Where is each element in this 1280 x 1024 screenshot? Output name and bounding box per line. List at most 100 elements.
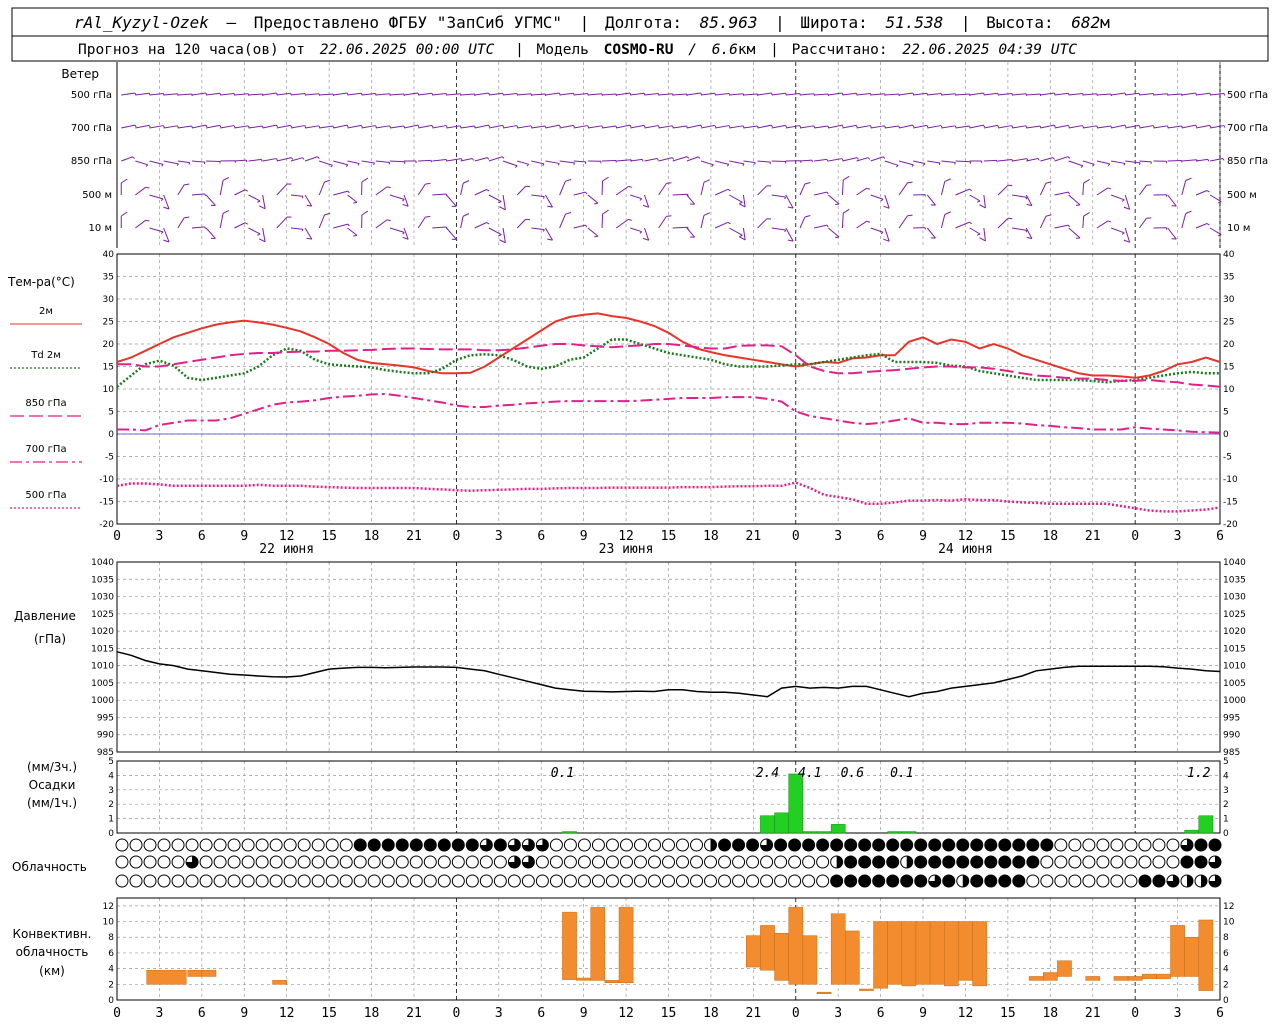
cloud-symbol — [325, 838, 339, 852]
conv-hour-label: 3 — [495, 1006, 503, 1021]
wind-barb — [248, 125, 263, 129]
pressure-line — [116, 651, 1221, 698]
wind-barb-feather — [445, 125, 448, 128]
wind-barb-feather — [132, 156, 135, 159]
wind-barb-feather — [1206, 190, 1210, 193]
wind-barb — [446, 93, 461, 96]
conv-bar — [1028, 976, 1044, 981]
wind-barb-feather — [301, 196, 304, 199]
wind-barb — [262, 227, 266, 242]
wind-barb-feather — [330, 164, 333, 168]
cloud-symbol — [395, 855, 409, 869]
wind-barb-feather — [361, 177, 369, 183]
cloud-symbol — [760, 855, 774, 869]
wind-barb — [417, 216, 426, 229]
wind-barb — [1068, 125, 1083, 129]
cloud-symbol — [311, 874, 325, 888]
cloud-symbol — [269, 874, 283, 888]
cloud-symbol — [956, 838, 970, 852]
cloud-symbol — [619, 855, 633, 869]
cloud-symbol — [227, 855, 241, 869]
wind-barb — [446, 194, 457, 207]
cloud-symbol — [297, 838, 311, 852]
temp-frame — [116, 253, 1221, 525]
cloud-symbol — [591, 838, 605, 852]
cloud-symbol — [676, 874, 690, 888]
conv-hour-label: 0 — [452, 1006, 460, 1021]
wind-barb — [1139, 93, 1154, 96]
wind-barb — [644, 158, 658, 162]
wind-barb — [1195, 92, 1210, 96]
conv-bar — [972, 921, 987, 987]
cloud-title: Облачность — [12, 860, 87, 874]
wind-barb — [531, 194, 545, 198]
wind-barb — [1054, 191, 1069, 196]
wind-barb — [601, 125, 616, 129]
wind-barb-feather — [1223, 93, 1226, 96]
precip-bar — [816, 831, 832, 834]
wind-barb-feather — [257, 233, 261, 236]
wind-barb-feather — [1217, 234, 1222, 237]
cloud-symbol — [353, 838, 367, 852]
cloud-symbol — [171, 874, 185, 888]
wind-barb-feather — [979, 204, 986, 209]
wind-barb — [347, 160, 360, 164]
conv-ytick-right: 0 — [1223, 996, 1229, 1006]
wind-barb — [1096, 93, 1111, 96]
wind-barb-feather — [666, 215, 672, 217]
wind-barb — [587, 125, 602, 129]
wind-barb — [516, 219, 526, 229]
wind-barb-feather — [1067, 224, 1070, 228]
cloud-symbol — [1054, 838, 1068, 852]
temp-ytick-right: -15 — [1223, 498, 1238, 508]
cloud-symbol — [647, 855, 661, 869]
wind-barb — [248, 158, 262, 162]
cloud-fill — [710, 839, 717, 851]
wind-barb — [1054, 124, 1069, 129]
cloud-symbol — [788, 874, 802, 888]
cloud-symbol — [718, 855, 732, 869]
wind-barb — [262, 92, 277, 96]
wind-barb-feather — [938, 162, 941, 166]
wind-barb-feather — [346, 124, 349, 128]
cloud-symbol — [1068, 838, 1082, 852]
cloud-symbol — [577, 838, 591, 852]
cloud-symbol — [914, 855, 928, 869]
wind-barb — [1096, 160, 1110, 165]
wind-barb-feather — [547, 205, 553, 208]
wind-level-left: 500 м — [82, 190, 112, 201]
temp-ytick-right: -5 — [1223, 453, 1232, 463]
conv-bar — [201, 969, 217, 977]
legend-label: 850 гПа — [25, 398, 66, 409]
wind-barb — [630, 124, 645, 129]
wind-barb-feather — [1045, 214, 1052, 217]
conv-ytick-right: 2 — [1223, 980, 1229, 990]
wind-barb — [1125, 124, 1140, 129]
wind-barb-feather — [291, 157, 294, 160]
temp-ytick-left: 35 — [103, 273, 114, 283]
cloud-symbol — [802, 838, 816, 852]
conv-bar — [887, 921, 903, 985]
wind-barb — [248, 194, 261, 202]
alt-value: 682 — [1071, 13, 1100, 32]
cloud-symbol — [395, 874, 409, 888]
wind-barb-feather — [499, 239, 506, 244]
cloud-symbol — [774, 874, 788, 888]
wind-barb — [290, 93, 305, 96]
wind-barb — [1195, 223, 1208, 229]
wind-barb-feather — [754, 162, 756, 165]
wind-barb-feather — [1083, 179, 1090, 184]
legend-label: 700 гПа — [25, 444, 66, 455]
cloud-symbol — [900, 838, 914, 852]
cloud-symbol — [647, 838, 661, 852]
wind-barb — [898, 182, 909, 196]
wind-barb — [559, 180, 566, 196]
cloud-symbol — [746, 874, 760, 888]
wind-barb — [389, 194, 405, 200]
wind-barb-feather — [1026, 236, 1033, 240]
cloud-symbol — [732, 874, 746, 888]
cloud-fill — [962, 875, 969, 887]
cloud-symbol — [886, 838, 900, 852]
cloud-symbol — [900, 874, 914, 888]
wind-barb — [616, 159, 632, 162]
